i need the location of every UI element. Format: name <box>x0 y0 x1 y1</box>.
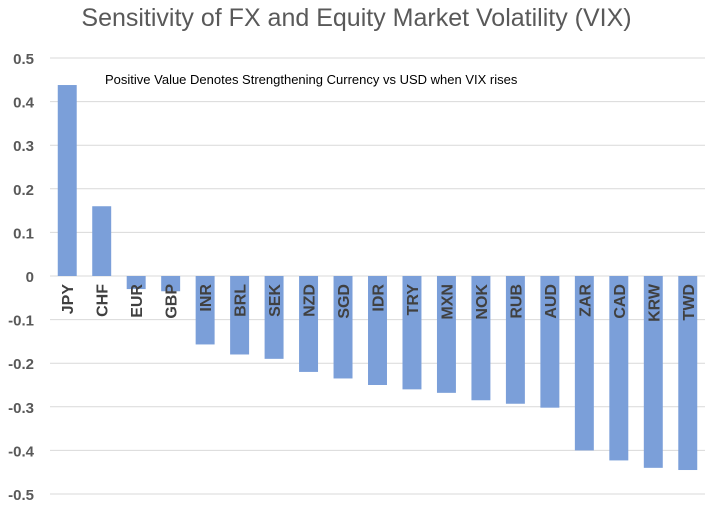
x-tick-label-jpy: JPY <box>60 284 77 315</box>
y-tick-label: 0.5 <box>13 51 34 68</box>
bar-brl <box>230 276 250 355</box>
x-tick-label-gbp: GBP <box>164 284 181 319</box>
y-tick-label: -0.4 <box>8 443 35 460</box>
bar-jpy <box>57 85 77 276</box>
bar-aud <box>540 276 560 408</box>
x-tick-label-sek: SEK <box>267 284 284 317</box>
bar-eur <box>126 276 146 290</box>
bar-nok <box>471 276 491 401</box>
y-tick-label: 0.4 <box>13 95 35 112</box>
x-tick-label-chf: CHF <box>95 284 112 317</box>
chart-annotation: Positive Value Denotes Strengthening Cur… <box>105 72 518 87</box>
x-tick-label-eur: EUR <box>129 284 146 318</box>
x-tick-label-zar: ZAR <box>577 284 594 317</box>
bar-sek <box>264 276 284 359</box>
bar-twd <box>678 276 698 471</box>
y-tick-label: 0.2 <box>13 182 34 199</box>
y-tick-label: -0.2 <box>8 356 34 373</box>
x-tick-label-krw: KRW <box>646 283 663 322</box>
bar-krw <box>643 276 663 468</box>
x-tick-label-idr: IDR <box>371 284 388 312</box>
bar-rub <box>505 276 525 404</box>
y-tick-label: -0.3 <box>8 400 34 417</box>
y-tick-label: 0.1 <box>13 225 34 242</box>
x-tick-label-aud: AUD <box>543 284 560 319</box>
x-tick-label-cad: CAD <box>612 284 629 319</box>
x-tick-label-twd: TWD <box>681 284 698 320</box>
x-tick-label-try: TRY <box>405 284 422 316</box>
chart-title: Sensitivity of FX and Equity Market Vola… <box>81 4 632 32</box>
bar-try <box>402 276 422 390</box>
bar-gbp <box>161 276 181 292</box>
x-tick-label-inr: INR <box>198 284 215 312</box>
y-tick-label: -0.1 <box>8 313 34 330</box>
bar-nzd <box>299 276 319 372</box>
y-tick-label: 0 <box>26 269 34 286</box>
bar-cad <box>609 276 629 461</box>
x-tick-label-brl: BRL <box>233 284 250 317</box>
bar-chf <box>92 206 112 276</box>
bar-mxn <box>436 276 456 393</box>
y-tick-label: 0.3 <box>13 138 34 155</box>
bar-idr <box>368 276 387 385</box>
x-tick-label-sgd: SGD <box>336 284 353 319</box>
y-tick-label: -0.5 <box>8 487 34 504</box>
bar-zar <box>574 276 594 451</box>
x-tick-label-nzd: NZD <box>302 284 319 317</box>
bar-sgd <box>333 276 353 379</box>
bar-inr <box>195 276 215 345</box>
x-tick-label-mxn: MXN <box>439 284 456 320</box>
x-tick-label-nok: NOK <box>474 284 491 320</box>
x-tick-label-rub: RUB <box>508 284 525 319</box>
